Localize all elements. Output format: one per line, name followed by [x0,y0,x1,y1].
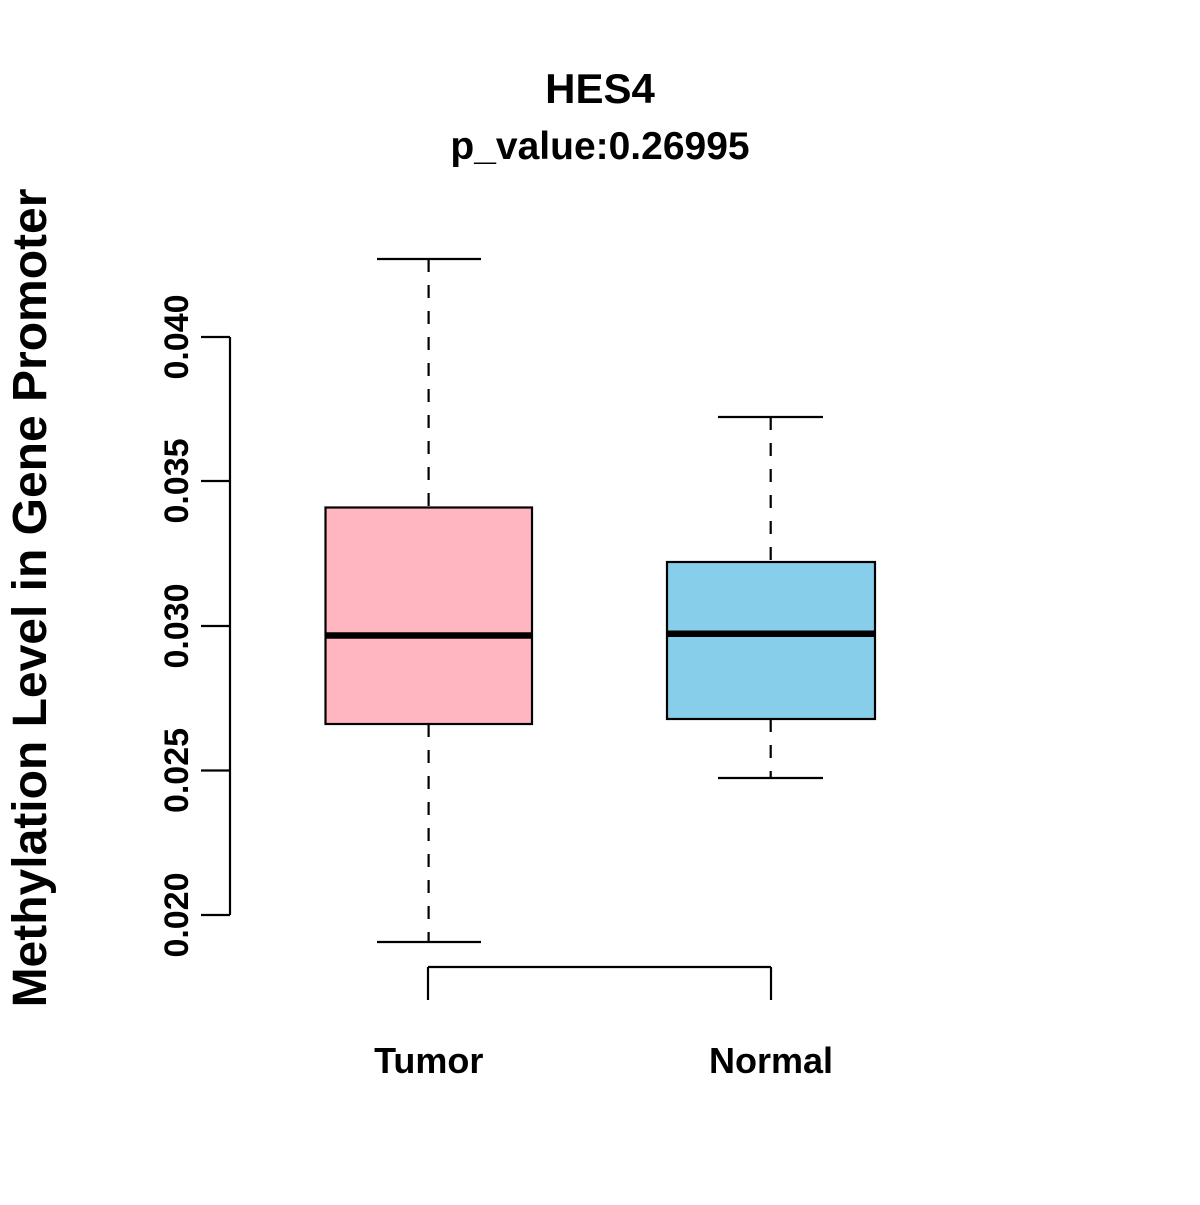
svg-text:0.030: 0.030 [158,583,196,668]
svg-text:Tumor: Tumor [374,1040,483,1081]
svg-text:0.040: 0.040 [158,294,196,379]
svg-text:0.035: 0.035 [158,438,196,523]
svg-text:0.025: 0.025 [158,728,196,813]
svg-text:HES4: HES4 [545,65,655,112]
svg-text:0.020: 0.020 [158,872,196,957]
svg-text:Methylation Level in Gene Prom: Methylation Level in Gene Promoter [4,189,57,1008]
svg-text:Normal: Normal [709,1040,833,1081]
svg-text:p_value:0.26995: p_value:0.26995 [450,125,749,168]
